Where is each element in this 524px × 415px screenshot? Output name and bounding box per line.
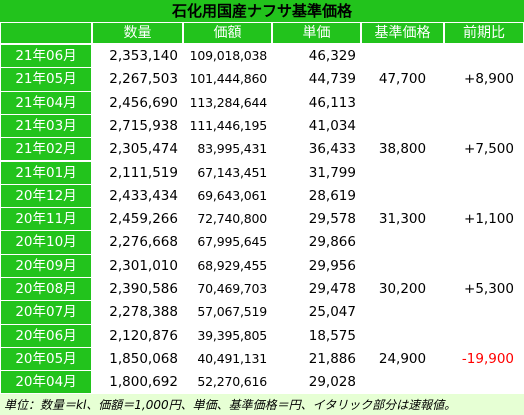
row-value: 57,067,519 <box>183 300 272 324</box>
row-month-label: 20年05月 <box>0 347 92 371</box>
row-quantity: 2,267,503 <box>92 67 183 91</box>
row-month-label: 21年04月 <box>0 91 92 115</box>
row-quantity: 2,459,266 <box>92 207 183 231</box>
row-value: 52,270,616 <box>183 370 272 394</box>
row-month-label: 20年08月 <box>0 277 92 301</box>
quarter-change: +1,100 <box>444 184 524 255</box>
row-unit-price: 18,575 <box>272 324 361 348</box>
row-value: 67,995,645 <box>183 230 272 254</box>
quarter-base-price: 38,800 <box>361 114 444 185</box>
row-unit-price: 29,956 <box>272 254 361 278</box>
row-unit-price: 28,619 <box>272 184 361 208</box>
row-month-label: 20年10月 <box>0 230 92 254</box>
row-unit-price: 36,433 <box>272 137 361 161</box>
row-value: 70,469,703 <box>183 277 272 301</box>
row-unit-price: 21,886 <box>272 347 361 371</box>
row-quantity: 2,111,519 <box>92 161 183 185</box>
quarter-change: +7,500 <box>444 114 524 185</box>
row-quantity: 1,800,692 <box>92 370 183 394</box>
row-quantity: 2,353,140 <box>92 44 183 68</box>
row-month-label: 20年11月 <box>0 207 92 231</box>
quarter-change: +8,900 <box>444 44 524 115</box>
row-unit-price: 46,329 <box>272 44 361 68</box>
row-quantity: 2,301,010 <box>92 254 183 278</box>
row-value: 72,740,800 <box>183 207 272 231</box>
row-quantity: 1,850,068 <box>92 347 183 371</box>
row-unit-price: 29,028 <box>272 370 361 394</box>
row-value: 39,395,805 <box>183 324 272 348</box>
row-quantity: 2,120,876 <box>92 324 183 348</box>
row-unit-price: 29,866 <box>272 230 361 254</box>
header-base-price: 基準価格 <box>361 22 444 44</box>
row-value: 109,018,038 <box>183 44 272 68</box>
row-unit-price: 46,113 <box>272 91 361 115</box>
header-quantity: 数量 <box>92 22 183 44</box>
row-value: 69,643,061 <box>183 184 272 208</box>
row-value: 67,143,451 <box>183 161 272 185</box>
row-value: 113,284,644 <box>183 91 272 115</box>
header-unit-price: 単価 <box>272 22 361 44</box>
header-corner <box>0 22 92 44</box>
quarter-base-price: 24,900 <box>361 324 444 395</box>
row-unit-price: 31,799 <box>272 161 361 185</box>
row-month-label: 20年07月 <box>0 300 92 324</box>
header-change: 前期比 <box>444 22 524 44</box>
row-value: 68,929,455 <box>183 254 272 278</box>
row-month-label: 21年01月 <box>0 161 92 185</box>
quarter-base-price: 31,300 <box>361 184 444 255</box>
row-quantity: 2,456,690 <box>92 91 183 115</box>
row-unit-price: 29,478 <box>272 277 361 301</box>
quarter-base-price: 30,200 <box>361 254 444 325</box>
quarter-base-price: 47,700 <box>361 44 444 115</box>
header-value: 価額 <box>183 22 272 44</box>
row-month-label: 20年12月 <box>0 184 92 208</box>
row-value: 83,995,431 <box>183 137 272 161</box>
row-quantity: 2,715,938 <box>92 114 183 138</box>
row-month-label: 20年09月 <box>0 254 92 278</box>
row-month-label: 21年03月 <box>0 114 92 138</box>
row-unit-price: 41,034 <box>272 114 361 138</box>
row-month-label: 20年04月 <box>0 370 92 394</box>
row-value: 101,444,860 <box>183 67 272 91</box>
row-quantity: 2,390,586 <box>92 277 183 301</box>
row-quantity: 2,433,434 <box>92 184 183 208</box>
row-unit-price: 25,047 <box>272 300 361 324</box>
row-month-label: 21年05月 <box>0 67 92 91</box>
row-quantity: 2,276,668 <box>92 230 183 254</box>
row-value: 40,491,131 <box>183 347 272 371</box>
row-month-label: 21年06月 <box>0 44 92 68</box>
row-value: 111,446,195 <box>183 114 272 138</box>
quarter-change: -19,900 <box>444 324 524 395</box>
row-month-label: 21年02月 <box>0 137 92 161</box>
quarter-change: +5,300 <box>444 254 524 325</box>
row-quantity: 2,278,388 <box>92 300 183 324</box>
row-quantity: 2,305,474 <box>92 137 183 161</box>
page-title: 石化用国産ナフサ基準価格 <box>0 0 524 22</box>
row-unit-price: 29,578 <box>272 207 361 231</box>
row-month-label: 20年06月 <box>0 324 92 348</box>
row-unit-price: 44,739 <box>272 67 361 91</box>
footnote: 単位：数量＝kl、価額＝1,000円、単価、基準価格＝円、イタリック部分は速報値… <box>4 396 456 414</box>
